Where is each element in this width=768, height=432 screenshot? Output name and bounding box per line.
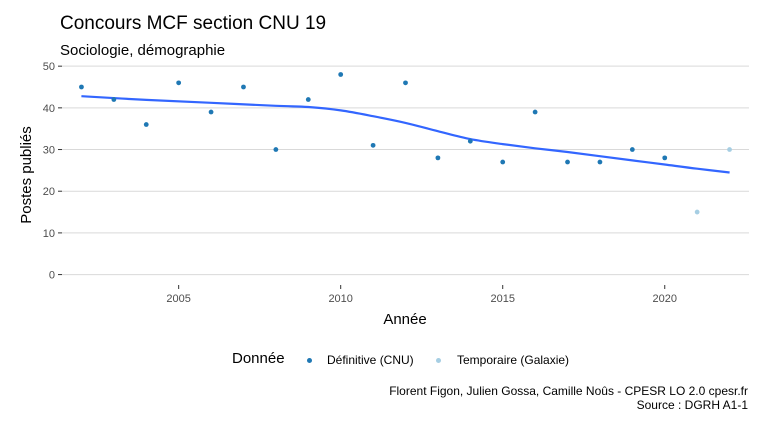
data-point-definitive: [241, 84, 246, 90]
scatter-plot: 0 10 20 30 40 50 2005 2010 2015 2020 Année Poste…: [18, 61, 749, 328]
data-point-definitive: [629, 147, 635, 152]
legend-title: Donnée: [232, 350, 285, 367]
chart-subtitle: Sociologie, démographie: [60, 42, 226, 59]
legend-key-definitive: [307, 358, 312, 363]
data-point-definitive: [467, 138, 473, 144]
data-point-definitive: [500, 159, 506, 165]
chart-title: Concours MCF section CNU 19: [60, 13, 327, 34]
caption-source: Source : DGRH A1-1: [636, 398, 748, 412]
y-tick-label: 50: [43, 61, 55, 73]
x-tick-label: 2020: [653, 293, 677, 305]
data-point-definitive: [338, 72, 344, 77]
data-points: [79, 72, 732, 215]
data-point-definitive: [435, 155, 441, 161]
y-tick-label: 0: [49, 270, 55, 282]
data-point-definitive: [370, 142, 376, 148]
caption-authors: Florent Figon, Julien Gossa, Camille Noû…: [389, 384, 748, 398]
data-point-definitive: [273, 147, 279, 152]
legend-label-definitive: Définitive (CNU): [327, 353, 414, 367]
y-tick-label: 40: [43, 103, 55, 115]
data-point-definitive: [143, 122, 149, 127]
data-point-definitive: [532, 109, 538, 115]
data-point-definitive: [111, 97, 117, 102]
x-tick-label: 2005: [166, 293, 190, 305]
y-axis-ticks: 0 10 20 30 40 50: [43, 61, 62, 282]
x-tick-label: 2015: [490, 293, 514, 305]
y-tick-label: 30: [43, 145, 55, 157]
data-point-definitive: [565, 159, 570, 165]
caption: Florent Figon, Julien Gossa, Camille Noû…: [389, 384, 748, 412]
legend-key-temporaire: [436, 358, 441, 363]
x-tick-label: 2010: [328, 293, 352, 305]
data-point-definitive: [208, 109, 214, 115]
data-point-definitive: [403, 80, 408, 86]
legend: Donnée Définitive (CNU) Temporaire (Gala…: [0, 350, 768, 372]
y-axis-title: Postes publiés: [18, 126, 35, 224]
x-axis-title: Année: [383, 311, 426, 328]
x-axis-ticks: 2005 2010 2015 2020: [166, 285, 677, 305]
data-point-temporaire: [727, 147, 732, 152]
trend-line: [81, 95, 730, 174]
data-point-definitive: [176, 80, 182, 86]
data-point-definitive: [597, 159, 603, 165]
legend-label-temporaire: Temporaire (Galaxie): [457, 353, 570, 367]
y-tick-label: 10: [43, 228, 55, 240]
trend-line-group: [81, 95, 730, 174]
data-point-definitive: [662, 155, 668, 161]
gridlines: [62, 65, 749, 276]
data-point-definitive: [305, 97, 311, 102]
data-point-definitive: [79, 84, 84, 90]
data-point-temporaire: [694, 209, 700, 215]
y-tick-label: 20: [43, 186, 55, 198]
